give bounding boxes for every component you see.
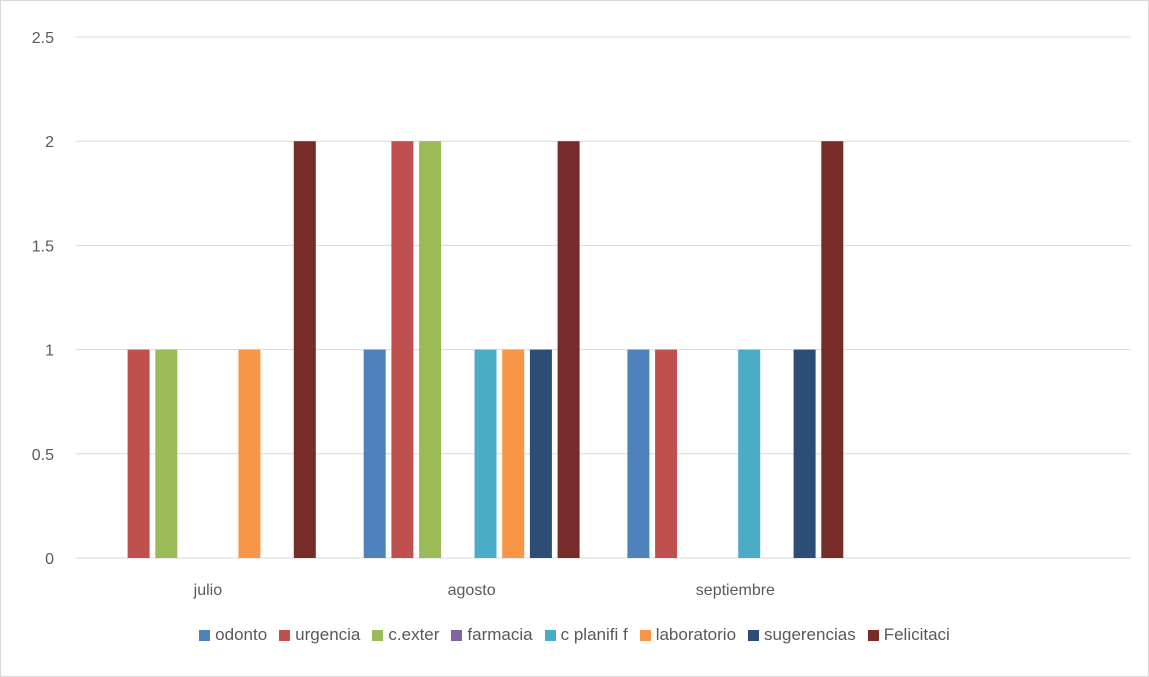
legend-swatch xyxy=(451,629,463,641)
legend-swatch xyxy=(279,629,291,641)
bar-c-exter-julio xyxy=(155,349,178,558)
bar-urgencia-agosto xyxy=(391,141,414,558)
legend-item: laboratorio xyxy=(639,625,737,645)
legend-label: c.exter xyxy=(388,625,440,644)
x-category-label: agosto xyxy=(448,582,496,599)
legend-swatch xyxy=(199,629,211,641)
legend-label: odonto xyxy=(215,625,268,644)
legend-swatch xyxy=(867,629,879,641)
legend-item: farmacia xyxy=(451,625,533,645)
bar-felicitaci-agosto xyxy=(557,141,580,558)
legend-label: laboratorio xyxy=(655,625,737,644)
bar-c-planifi-f-agosto xyxy=(474,349,497,558)
legend-label: c planifi f xyxy=(560,625,628,644)
legend-label: Felicitaci xyxy=(883,625,950,644)
legend-item: Felicitaci xyxy=(867,625,950,645)
legend-swatch xyxy=(372,629,384,641)
legend-label: farmacia xyxy=(467,625,533,644)
x-category-label: julio xyxy=(193,582,223,599)
legend-item: urgencia xyxy=(279,625,360,645)
bar-odonto-agosto xyxy=(363,349,386,558)
bar-c-exter-agosto xyxy=(419,141,442,558)
bar-sugerencias-agosto xyxy=(529,349,552,558)
legend-label: urgencia xyxy=(295,625,361,644)
legend-item: odonto xyxy=(199,625,267,645)
bar-felicitaci-julio xyxy=(293,141,316,558)
y-tick-label: 1 xyxy=(45,343,54,360)
bar-felicitaci-septiembre xyxy=(821,141,844,558)
bar-laboratorio-agosto xyxy=(502,349,525,558)
y-tick-label: 0.5 xyxy=(32,447,54,464)
legend-item: c.exter xyxy=(372,625,439,645)
legend-item: sugerencias xyxy=(748,625,856,645)
bar-c-planifi-f-septiembre xyxy=(738,349,761,558)
y-tick-label: 2.5 xyxy=(32,30,54,47)
y-tick-label: 2 xyxy=(45,134,54,151)
legend-swatch xyxy=(544,629,556,641)
bar-urgencia-septiembre xyxy=(655,349,678,558)
y-tick-label: 1.5 xyxy=(32,238,54,255)
legend-item: c planifi f xyxy=(544,625,628,645)
chart-legend: odonto urgencia c.exter farmacia c planifi f… xyxy=(0,625,1149,645)
y-tick-label: 0 xyxy=(45,551,54,568)
x-category-label: septiembre xyxy=(696,582,775,599)
bar-odonto-septiembre xyxy=(627,349,650,558)
bar-sugerencias-septiembre xyxy=(793,349,816,558)
bar-urgencia-julio xyxy=(127,349,150,558)
bar-laboratorio-julio xyxy=(238,349,261,558)
legend-swatch xyxy=(639,629,651,641)
legend-label: sugerencias xyxy=(764,625,856,644)
legend-swatch xyxy=(748,629,760,641)
